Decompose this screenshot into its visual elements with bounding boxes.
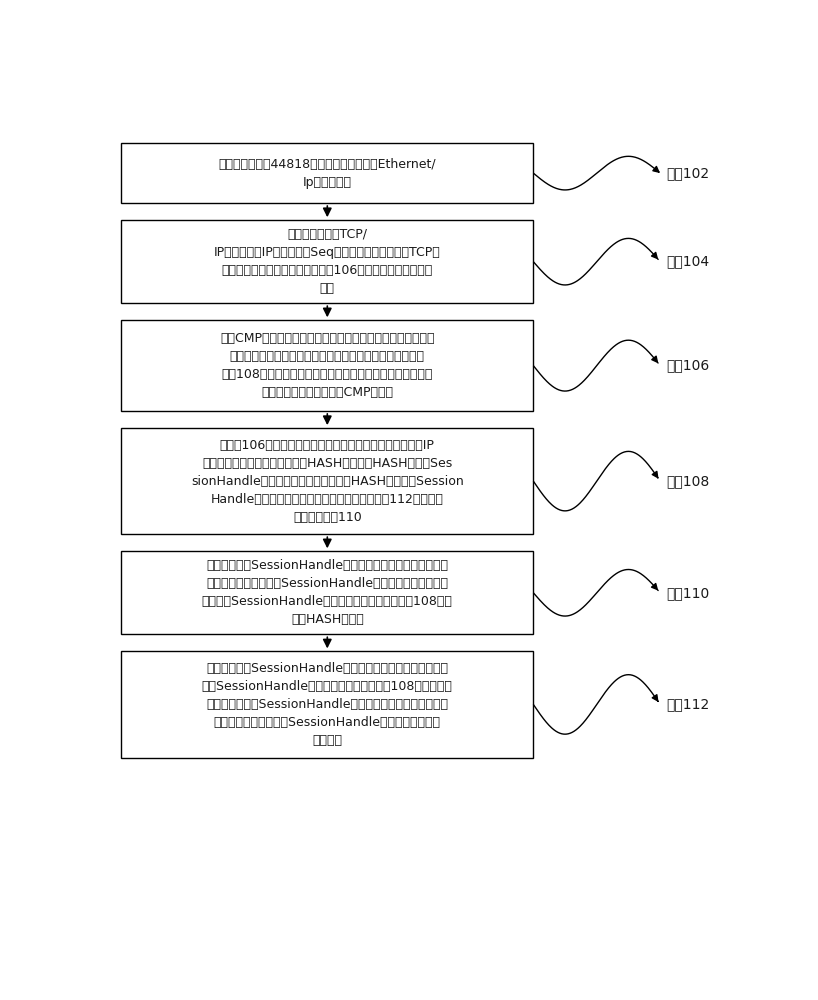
Bar: [121, 320, 533, 411]
Text: 步骤104: 步骤104: [667, 255, 709, 269]
Text: 对步骤106中通过的数据包继续进行处理，截取数据包中的IP
及端口，并将该四元组信息进行HASH，拿到该HASH值，在Ses
sionHandle存储链表中查找: 对步骤106中通过的数据包继续进行处理，截取数据包中的IP 及端口，并将该四元组…: [191, 439, 464, 524]
Text: 步骤110: 步骤110: [667, 586, 710, 600]
Text: 步骤108: 步骤108: [667, 474, 710, 488]
Text: 步骤102: 步骤102: [667, 166, 709, 180]
Text: 步骤106: 步骤106: [667, 359, 710, 373]
Bar: [121, 143, 533, 203]
Bar: [121, 220, 533, 303]
Bar: [121, 651, 533, 758]
Text: 若该数据包为SessionHandle动态协商取消包，则将该数据包
中的SessionHandle截取出来，找到其对应的108步骤中链表
中的节点并将该Sess: 若该数据包为SessionHandle动态协商取消包，则将该数据包 中的Sess…: [202, 662, 452, 747]
Text: 若该数据包为SessionHandle动态协商的请求包，则防火墙放
行通过；若该数据包为SessionHandle动态协商的响应包，则
将协商的SessionH: 若该数据包为SessionHandle动态协商的请求包，则防火墙放 行通过；若该…: [202, 559, 452, 626]
Bar: [121, 428, 533, 534]
Text: 根据CMP管理端下发的规则，进行基于协议规范的合理性检查
以及匹配规则配置的字段数值是否合法，若匹配通过则进行
步骤108，匹配未通过则根据下发的规则中的行为方: 根据CMP管理端下发的规则，进行基于协议规范的合理性检查 以及匹配规则配置的字段…: [220, 332, 434, 399]
Text: 根据端口是否为44818来确定数据包是否为Ethernet/
Ip协议数据包: 根据端口是否为44818来确定数据包是否为Ethernet/ Ip协议数据包: [218, 158, 436, 189]
Text: 步骤112: 步骤112: [667, 697, 710, 711]
Text: 根据数据包中的TCP/
IP信息，通过IP、端口以及Seq序列号等判断是否符合TCP连
接跟踪会话记录，符合则进行步骤106，不符合直接丢弃该数
据包: 根据数据包中的TCP/ IP信息，通过IP、端口以及Seq序列号等判断是否符合T…: [214, 228, 441, 295]
Bar: [121, 551, 533, 634]
